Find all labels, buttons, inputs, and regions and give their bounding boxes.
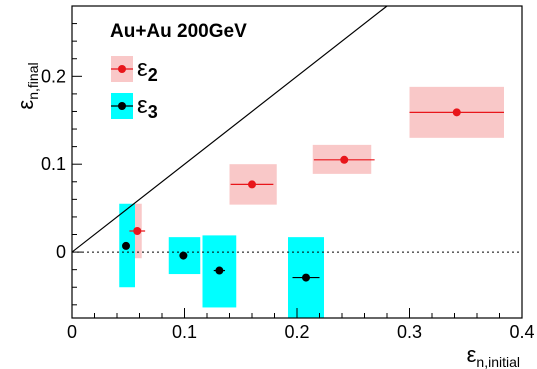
- data-point-s0-p1: [248, 180, 256, 189]
- y-tick-label: 0: [56, 242, 66, 262]
- data-point-s1-p1: [179, 251, 188, 260]
- y-axis-title: εn,final: [13, 62, 41, 109]
- reference-lines: [72, 6, 522, 253]
- legend-label-1: ε3: [137, 92, 158, 122]
- x-tick-label: 0.4: [509, 322, 534, 342]
- x-tick-label: 0.2: [284, 322, 309, 342]
- legend-marker-1: [118, 102, 126, 110]
- data-point-s1-p2: [215, 266, 224, 275]
- legend-title: Au+Au 200GeV: [110, 21, 247, 42]
- x-axis-title: εn,initial: [467, 342, 520, 369]
- x-tick-label: 0: [67, 322, 77, 342]
- systematic-boxes: [119, 86, 504, 318]
- y-tick-label: 0.1: [41, 154, 66, 174]
- legend-label-0: ε2: [137, 55, 158, 85]
- data-point-s1-p3: [302, 273, 310, 282]
- legend-marker-0: [118, 65, 126, 73]
- data-point-s0-p3: [452, 108, 461, 117]
- diagonal-line: [72, 6, 388, 253]
- x-tick-label: 0.3: [397, 322, 422, 342]
- x-tick-label: 0.1: [172, 322, 197, 342]
- data-point-s0-p2: [340, 155, 349, 164]
- data-series: [122, 108, 504, 282]
- y-tick-label: 0.2: [41, 66, 66, 86]
- axis-ticks: 0 0.1 0.2 0.3 0.4 0 0.1 0.2: [41, 5, 535, 342]
- data-point-s0-p0: [133, 226, 142, 235]
- data-point-s1-p0: [122, 241, 130, 250]
- legend: Au+Au 200GeV ε2 ε3: [110, 21, 247, 122]
